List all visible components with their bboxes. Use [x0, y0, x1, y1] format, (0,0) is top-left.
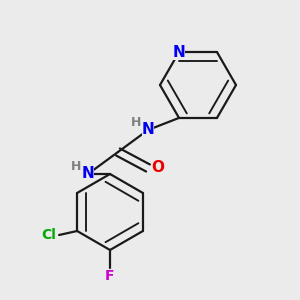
Text: Cl: Cl [42, 228, 56, 242]
Text: N: N [142, 122, 154, 137]
Text: O: O [152, 160, 164, 175]
Text: N: N [82, 167, 94, 182]
Text: F: F [105, 269, 115, 283]
Text: N: N [172, 45, 185, 60]
Text: H: H [131, 116, 141, 128]
Text: H: H [71, 160, 81, 172]
